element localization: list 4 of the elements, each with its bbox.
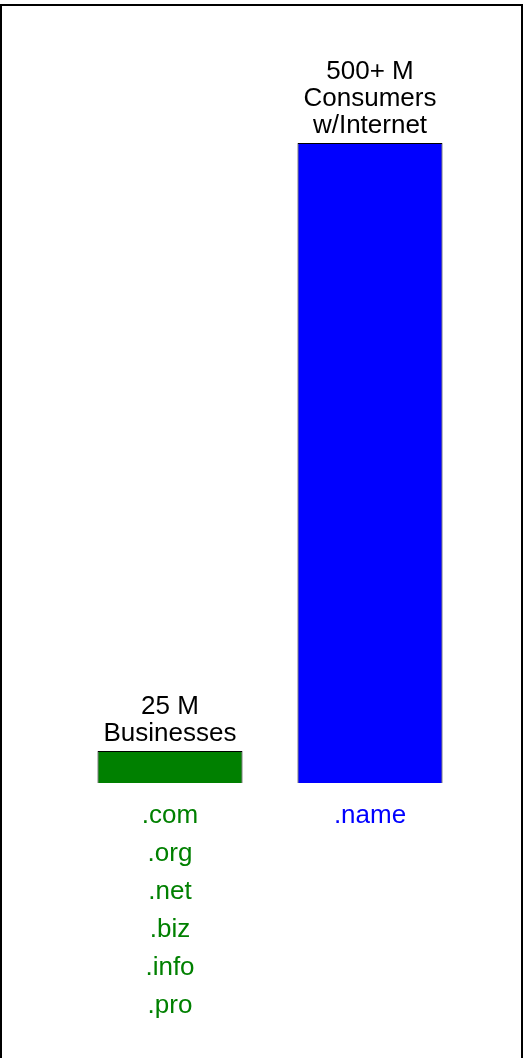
x-tick-label: .com .org .net .biz .info .pro: [141, 799, 199, 1019]
data-label: 500+ M Consumers w/Internet: [303, 55, 437, 140]
data-label: 25 M Businesses: [103, 690, 237, 748]
x-tick-label: .name: [333, 799, 407, 830]
